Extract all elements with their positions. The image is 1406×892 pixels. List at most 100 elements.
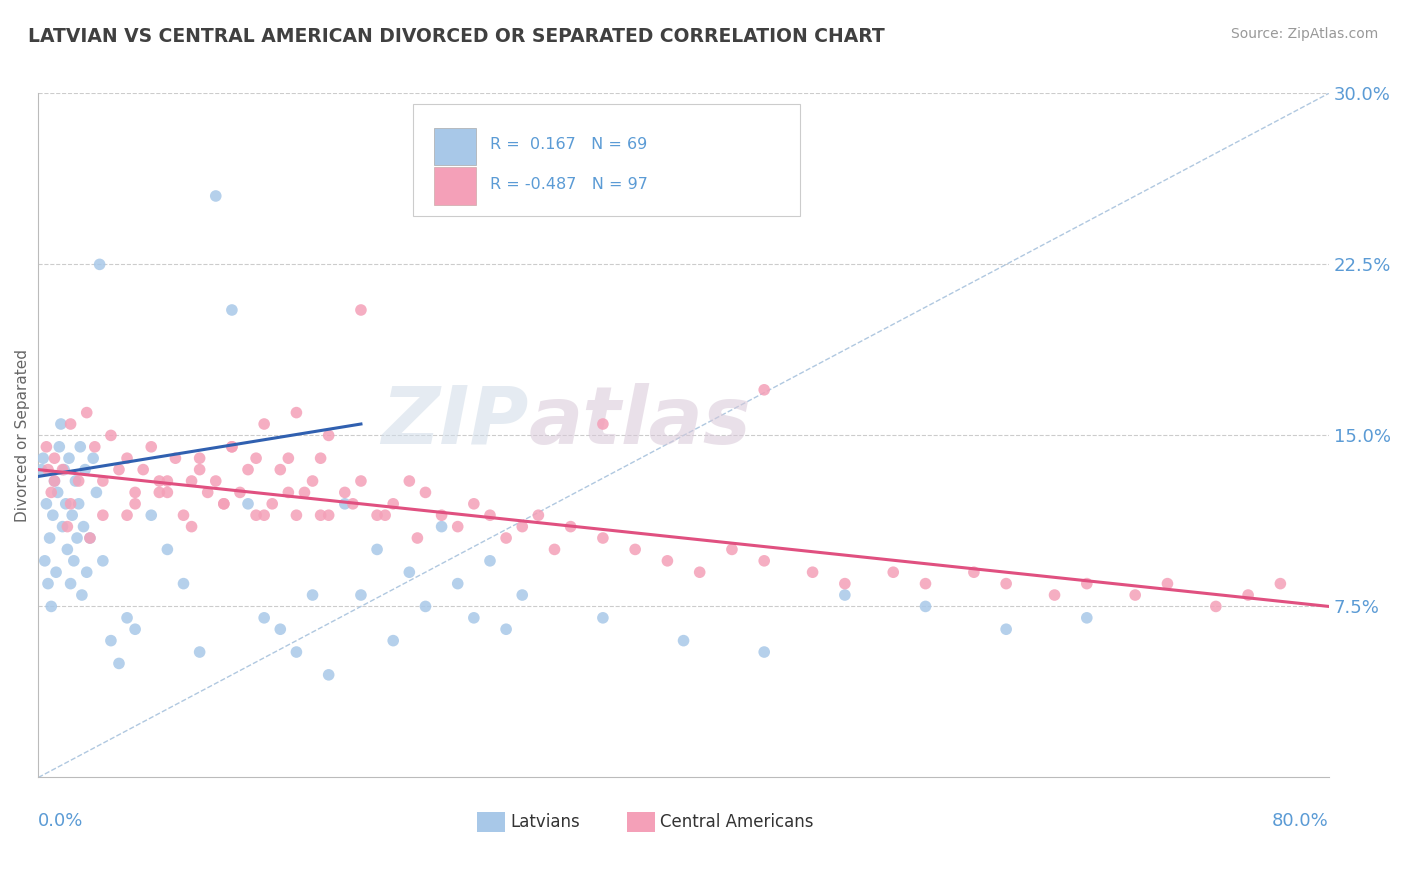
Point: [463, 611, 485, 625]
Point: [754, 383, 776, 397]
Point: [415, 485, 437, 500]
Y-axis label: Divorced or Separated: Divorced or Separated: [15, 349, 30, 522]
Text: Latvians: Latvians: [510, 813, 581, 831]
Bar: [434, 167, 475, 205]
Point: [204, 474, 226, 488]
Point: [86, 485, 108, 500]
Point: [995, 576, 1018, 591]
Point: [89, 257, 111, 271]
Point: [478, 508, 501, 523]
Point: [294, 485, 316, 500]
Point: [624, 542, 647, 557]
Point: [60, 508, 83, 523]
Point: [333, 497, 356, 511]
Point: [285, 508, 308, 523]
Point: [91, 508, 114, 523]
Point: [382, 633, 405, 648]
Point: [69, 440, 91, 454]
Point: [72, 519, 94, 533]
Point: [342, 497, 364, 511]
Point: [495, 531, 517, 545]
Text: R = -0.487   N = 97: R = -0.487 N = 97: [489, 177, 648, 192]
Point: [318, 508, 340, 523]
Text: 80.0%: 80.0%: [1272, 812, 1329, 830]
Point: [51, 519, 73, 533]
Point: [754, 645, 776, 659]
Point: [382, 497, 405, 511]
Point: [285, 645, 308, 659]
Point: [350, 474, 373, 488]
Point: [914, 576, 936, 591]
Point: [124, 497, 146, 511]
Point: [1205, 599, 1227, 614]
Point: [76, 406, 98, 420]
Point: [55, 497, 77, 511]
Point: [754, 554, 776, 568]
Point: [56, 519, 79, 533]
Point: [63, 554, 86, 568]
Text: Source: ZipAtlas.com: Source: ZipAtlas.com: [1230, 27, 1378, 41]
Point: [56, 542, 79, 557]
Point: [212, 497, 235, 511]
Point: [148, 474, 170, 488]
Text: R =  0.167   N = 69: R = 0.167 N = 69: [489, 137, 647, 153]
Point: [1043, 588, 1066, 602]
Point: [430, 508, 453, 523]
Point: [173, 576, 195, 591]
Point: [221, 303, 243, 318]
Point: [188, 451, 211, 466]
Point: [963, 566, 986, 580]
Point: [253, 611, 276, 625]
Point: [115, 611, 138, 625]
Point: [124, 622, 146, 636]
Point: [350, 588, 373, 602]
Point: [156, 485, 179, 500]
Point: [59, 576, 82, 591]
Point: [44, 451, 66, 466]
Point: [882, 566, 904, 580]
Point: [592, 417, 614, 431]
Point: [269, 622, 291, 636]
Point: [253, 417, 276, 431]
Point: [366, 508, 388, 523]
Point: [318, 428, 340, 442]
Point: [44, 474, 66, 488]
Point: [301, 588, 323, 602]
Point: [672, 633, 695, 648]
Point: [463, 497, 485, 511]
Point: [415, 599, 437, 614]
Point: [333, 485, 356, 500]
Point: [1076, 611, 1098, 625]
Point: [39, 599, 62, 614]
Text: atlas: atlas: [529, 383, 751, 461]
Point: [100, 428, 122, 442]
Point: [39, 485, 62, 500]
Point: [197, 485, 219, 500]
Point: [31, 462, 53, 476]
Point: [657, 554, 679, 568]
Point: [309, 508, 332, 523]
Point: [834, 576, 856, 591]
Point: [1123, 588, 1146, 602]
Point: [277, 451, 299, 466]
Point: [236, 497, 259, 511]
Point: [309, 451, 332, 466]
Point: [689, 566, 711, 580]
Point: [262, 497, 284, 511]
Point: [366, 542, 388, 557]
Point: [49, 417, 72, 431]
Point: [245, 451, 267, 466]
Point: [79, 531, 101, 545]
Point: [406, 531, 429, 545]
Text: 0.0%: 0.0%: [38, 812, 84, 830]
Point: [67, 474, 90, 488]
Point: [156, 474, 179, 488]
Point: [301, 474, 323, 488]
Point: [165, 451, 187, 466]
Point: [221, 440, 243, 454]
Point: [495, 622, 517, 636]
Point: [1156, 576, 1178, 591]
Point: [83, 440, 105, 454]
Point: [543, 542, 565, 557]
Point: [100, 633, 122, 648]
